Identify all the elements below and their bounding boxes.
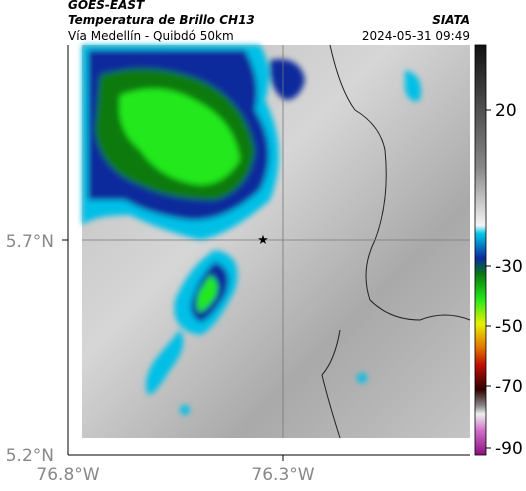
lon-label: 76.8°W — [36, 465, 99, 485]
satellite: GOES-EAST — [68, 0, 145, 12]
colorbar: 20 -30 -50 -70 -90 — [474, 44, 523, 459]
timestamp: 2024-05-31 09:49 — [362, 29, 470, 43]
lat-label: 5.7°N — [6, 232, 54, 252]
colorbar-label: 20 — [495, 101, 517, 121]
colorbar-label: -50 — [495, 317, 523, 337]
lat-label: 5.2°N — [6, 446, 54, 466]
borders — [321, 44, 471, 439]
colorbar-scale — [474, 44, 487, 456]
station-marker: ★ — [257, 233, 269, 248]
colorbar-label: -70 — [495, 377, 523, 397]
map: ★ — [82, 44, 471, 439]
lon-label: 76.3°W — [251, 465, 314, 485]
colorbar-label: -90 — [495, 439, 523, 459]
header: GOES-EAST Temperatura de Brillo CH13 Vía… — [68, 0, 470, 43]
cloud-tops — [82, 45, 421, 415]
route: Vía Medellín - Quibdó 50km — [68, 29, 234, 43]
product: Temperatura de Brillo CH13 — [68, 13, 255, 27]
axes: 5.7°N 5.2°N 76.8°W 76.3°W — [6, 45, 470, 485]
source: SIATA — [432, 13, 470, 27]
colorbar-label: -30 — [495, 257, 523, 277]
